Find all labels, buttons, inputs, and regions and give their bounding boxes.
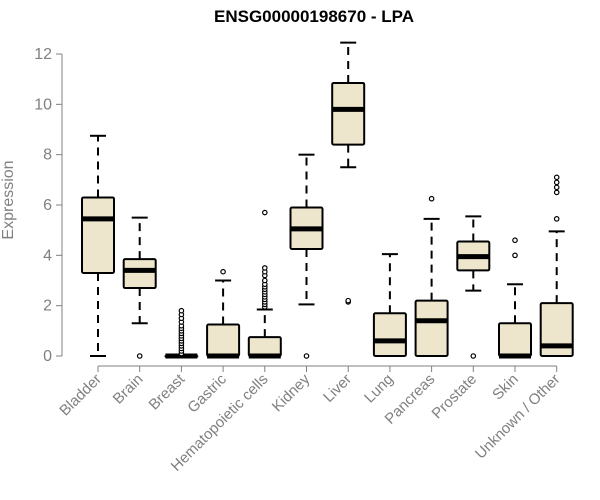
outlier-point (553, 189, 560, 196)
box-group (289, 153, 324, 359)
box (372, 312, 407, 358)
x-tick-label: Kidney (269, 370, 314, 415)
outlier-point (553, 174, 560, 181)
y-axis: 0 2 4 6 8 10 12 (34, 46, 63, 365)
y-tick-label: 10 (34, 96, 52, 113)
box (122, 258, 157, 290)
x-tick-label: Prostate (429, 371, 481, 423)
outlier-point (470, 353, 477, 359)
box (81, 196, 115, 274)
box-group (81, 134, 115, 357)
box (498, 322, 532, 357)
outlier-point (220, 268, 226, 275)
y-tick-label: 12 (34, 46, 52, 63)
y-tick-label: 2 (43, 298, 52, 315)
outlier-point (136, 353, 143, 359)
x-tick-label: Breast (146, 370, 189, 413)
box (414, 299, 449, 357)
box-group (206, 268, 241, 359)
box (331, 81, 366, 146)
outlier-point (553, 184, 560, 191)
box-group (456, 215, 491, 359)
outlier-point (512, 237, 518, 244)
box-group (331, 41, 366, 305)
box (247, 336, 282, 357)
x-tick-label: Lung (361, 371, 397, 407)
box-group (414, 195, 449, 357)
y-tick-label: 8 (43, 147, 52, 164)
x-tick-label: Liver (320, 371, 355, 406)
box-group (247, 209, 282, 359)
box-group (539, 174, 574, 357)
box-series (81, 41, 574, 359)
outlier-point (345, 297, 352, 304)
outlier-point (261, 277, 268, 284)
outlier-point (553, 216, 560, 222)
outlier-point (261, 209, 268, 216)
box (206, 323, 241, 357)
chart-title: ENSG00000198670 - LPA (214, 7, 414, 26)
outlier-point (303, 353, 310, 359)
y-tick-label: 4 (43, 247, 52, 264)
outlier-point (178, 307, 185, 314)
y-axis-label: Expression (0, 160, 17, 239)
outlier-point (553, 179, 560, 186)
outlier-point (428, 195, 435, 202)
x-tick-label: Brain (110, 371, 147, 408)
box-group (498, 237, 532, 359)
box-group (122, 216, 157, 359)
box-group (164, 307, 199, 359)
box-group (372, 253, 407, 358)
x-tick-label: Skin (489, 371, 522, 404)
outlier-point (512, 252, 518, 259)
y-tick-label: 0 (43, 348, 52, 365)
outlier-point (261, 265, 268, 271)
box (539, 302, 574, 357)
y-tick-label: 6 (43, 197, 52, 214)
x-tick-label: Bladder (56, 371, 105, 420)
